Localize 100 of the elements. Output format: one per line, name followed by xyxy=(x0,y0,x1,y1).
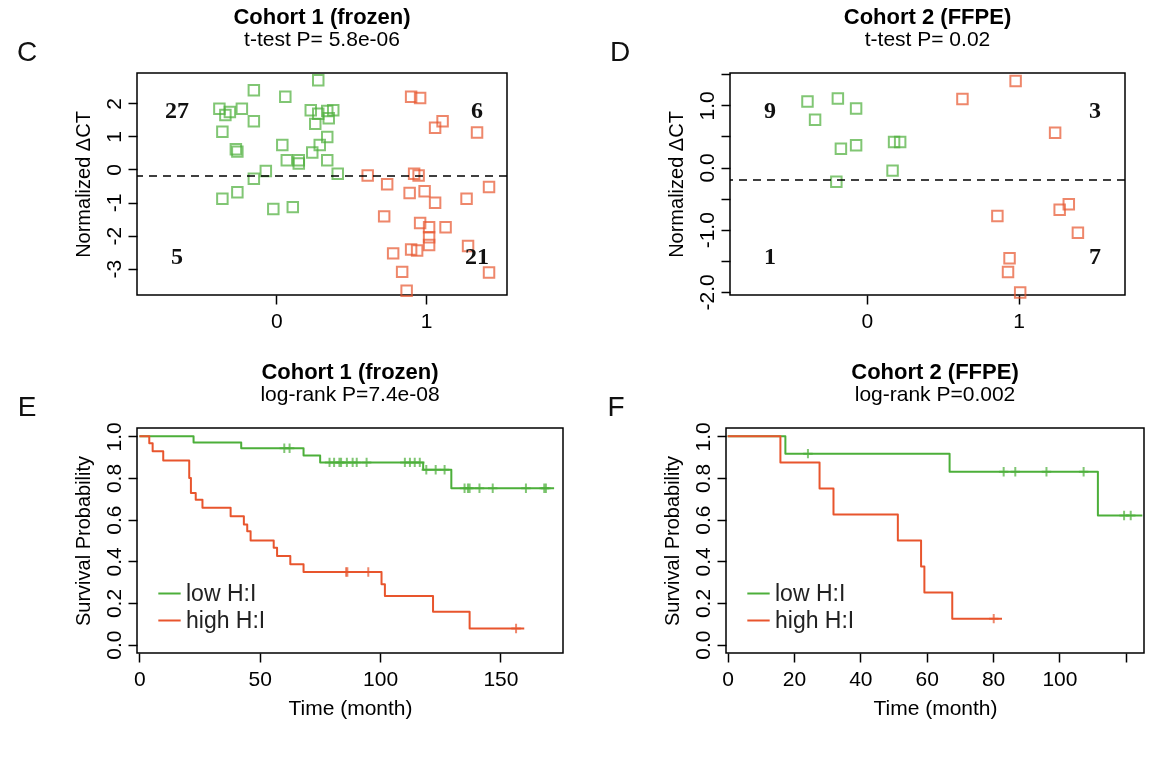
point xyxy=(321,104,334,118)
point xyxy=(407,167,421,180)
point xyxy=(410,244,424,257)
x-tick-label: 0 xyxy=(134,666,146,690)
x-tick-label: 80 xyxy=(981,666,1006,690)
y-tick-label: -3 xyxy=(101,259,125,279)
x-tick-label: 0 xyxy=(270,308,283,332)
point xyxy=(849,138,863,152)
y-tick-label: 0.0 xyxy=(101,630,125,660)
point xyxy=(312,74,325,87)
point xyxy=(520,482,532,494)
y-tick-label: 0.2 xyxy=(101,588,125,619)
x-tick-label: 1 xyxy=(420,308,433,332)
point xyxy=(991,209,1004,223)
point xyxy=(956,92,969,106)
x-tick-label: 20 xyxy=(782,666,807,690)
point xyxy=(1003,252,1016,265)
y-tick-label: 0.6 xyxy=(690,505,714,535)
point xyxy=(267,202,280,216)
point xyxy=(231,186,244,199)
point xyxy=(422,221,436,234)
point xyxy=(292,153,306,167)
point xyxy=(1048,126,1062,139)
point xyxy=(331,167,344,180)
x-tick-label: 50 xyxy=(248,666,272,690)
point xyxy=(482,180,496,194)
point xyxy=(460,192,473,206)
point xyxy=(321,153,334,167)
annotation: 9 xyxy=(764,97,776,123)
point xyxy=(216,125,229,139)
y-tick-label: 1.0 xyxy=(694,91,718,121)
y-tick-label: 0.4 xyxy=(690,546,714,577)
chart-title: Cohort 1 (frozen) xyxy=(261,359,439,384)
y-tick-label: 1 xyxy=(101,131,125,143)
x-tick-label: 40 xyxy=(849,666,873,690)
x-tick-label: 60 xyxy=(915,666,939,690)
point xyxy=(400,284,413,297)
annotation: 1 xyxy=(764,243,776,269)
point xyxy=(422,230,436,244)
point xyxy=(834,142,848,156)
chart-title: Cohort 1 (frozen) xyxy=(233,4,411,29)
y-tick-label: 0.8 xyxy=(101,463,125,494)
point xyxy=(404,90,418,104)
annotation: 6 xyxy=(471,97,483,123)
point xyxy=(326,104,340,117)
x-tick-label: 0 xyxy=(722,666,734,690)
y-tick-label: -1 xyxy=(101,193,125,213)
point xyxy=(395,265,409,279)
point xyxy=(309,117,322,131)
y-axis-title: Survival Probability xyxy=(71,455,94,627)
point xyxy=(439,221,452,234)
text: C xyxy=(16,36,38,67)
chart-title: Cohort 2 (FFPE) xyxy=(851,359,1019,384)
point xyxy=(306,146,319,159)
point xyxy=(482,266,496,279)
y-tick-label: 0.0 xyxy=(694,153,718,183)
point xyxy=(849,102,863,115)
legend-label: high H:I xyxy=(186,606,266,633)
point xyxy=(361,169,374,182)
text: E xyxy=(17,391,37,422)
point xyxy=(801,95,814,108)
point xyxy=(831,92,845,105)
legend-label: low H:I xyxy=(775,579,846,606)
annotation: 3 xyxy=(1089,97,1101,123)
text: F xyxy=(607,391,625,422)
chart-title: Cohort 2 (FFPE) xyxy=(843,4,1012,29)
text: D xyxy=(609,36,631,67)
point xyxy=(422,238,436,252)
point xyxy=(470,126,484,139)
y-axis-title: Normalized ΔCT xyxy=(71,111,94,258)
point xyxy=(428,196,442,210)
point xyxy=(1001,265,1015,279)
point xyxy=(418,185,431,198)
legend-label: low H:I xyxy=(186,579,257,606)
point xyxy=(247,83,261,97)
y-tick-label: 0.6 xyxy=(101,505,125,535)
y-tick-label: 1.0 xyxy=(690,422,714,452)
point xyxy=(223,105,237,119)
point xyxy=(247,114,261,128)
point xyxy=(286,200,300,214)
point xyxy=(380,178,394,191)
point xyxy=(377,210,391,223)
y-tick-label: 0.4 xyxy=(101,546,125,577)
y-tick-label: -2.0 xyxy=(694,274,718,311)
point xyxy=(276,138,289,152)
point xyxy=(259,164,273,178)
x-axis-title: Time (month) xyxy=(288,695,413,719)
annotation: 27 xyxy=(165,97,189,123)
point xyxy=(893,135,907,149)
y-tick-label: 0.8 xyxy=(690,463,714,494)
point xyxy=(404,243,418,256)
x-tick-label: 100 xyxy=(1042,666,1078,690)
point xyxy=(428,121,442,135)
point xyxy=(808,113,822,126)
point xyxy=(279,90,292,104)
x-tick-label: 0 xyxy=(861,308,874,332)
annotation: 21 xyxy=(465,243,489,269)
y-tick-label: -2 xyxy=(101,226,125,246)
point xyxy=(247,172,261,185)
x-tick-label: 150 xyxy=(483,666,519,690)
